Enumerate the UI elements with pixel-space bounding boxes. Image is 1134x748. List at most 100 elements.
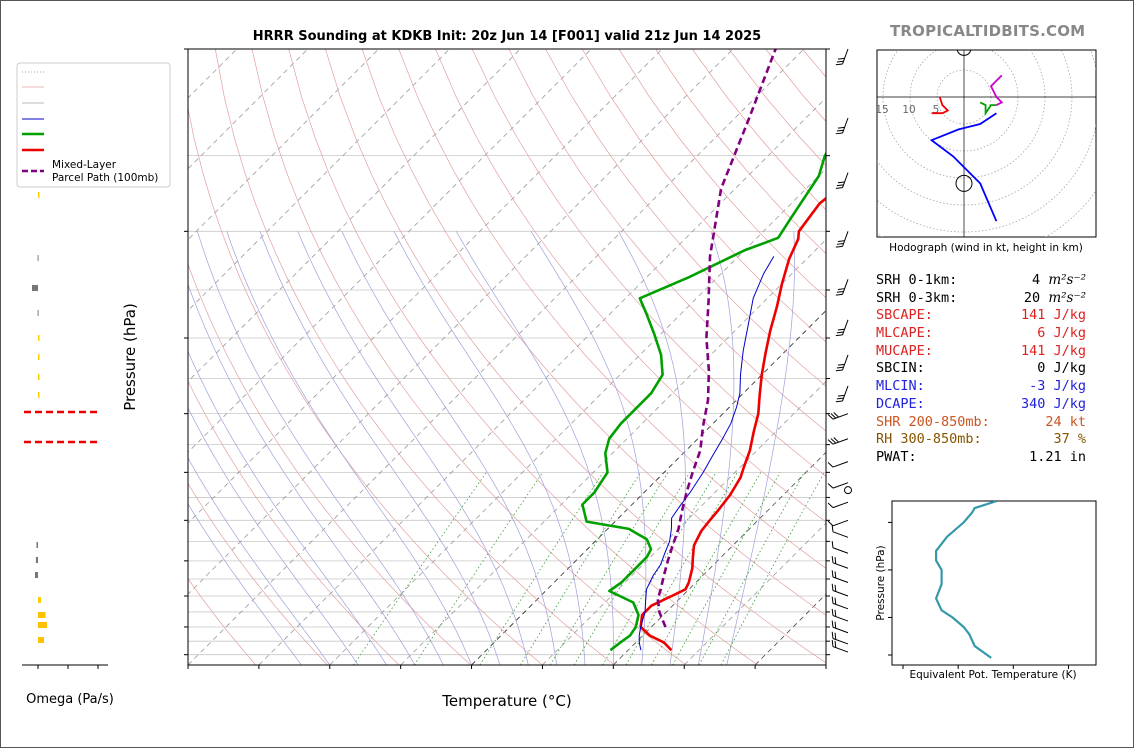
barb-flag	[836, 60, 844, 63]
pseudoadiabat	[188, 457, 331, 665]
skewt-background	[188, 49, 826, 665]
omega-bar	[37, 310, 39, 316]
dry-adiabat	[188, 578, 257, 665]
barb-flag	[827, 439, 834, 445]
barb-flag	[834, 557, 837, 564]
stat-value: -3 J/kg	[1029, 378, 1086, 395]
wind-barb	[827, 437, 849, 445]
wind-barb	[835, 231, 849, 248]
barb-flag	[827, 414, 834, 420]
stat-number: 20	[1023, 289, 1041, 306]
barb-flag	[834, 571, 837, 579]
barb-flag	[833, 437, 839, 443]
pseudoadiabat	[226, 231, 472, 665]
stat-unit: m²s⁻²	[1048, 289, 1086, 306]
barb-staff	[832, 590, 849, 597]
pseudoadiabat	[618, 231, 686, 665]
stat-label: SRH 0-3km:	[876, 289, 958, 306]
omega-xlabel: Omega (Pa/s)	[26, 692, 114, 707]
barb-staff	[842, 117, 849, 134]
legend-label: Parcel Path (100mb)	[52, 172, 158, 184]
theta-e-xlabel: Equivalent Pot. Temperature (K)	[909, 669, 1076, 681]
wind-barb	[831, 620, 849, 634]
wind-barb	[827, 461, 849, 468]
omega-bar	[32, 285, 38, 291]
wind-barbs	[827, 48, 852, 653]
isotherm	[188, 49, 734, 595]
omega-bar	[38, 392, 40, 398]
omega-bar	[36, 542, 38, 548]
stat-value: 340 J/kg	[1020, 395, 1086, 412]
mixing-ratio-line	[672, 472, 781, 665]
barb-flag	[837, 328, 845, 331]
wind-barb	[835, 319, 849, 337]
barb-flag	[830, 413, 837, 419]
wind-barb	[831, 570, 849, 583]
isotherm	[188, 49, 592, 453]
pseudoadiabat	[188, 407, 359, 665]
hodograph-trace	[931, 96, 950, 115]
barb-flag	[834, 609, 837, 617]
series-line-dewpoint	[581, 151, 826, 652]
barb-staff	[832, 615, 849, 622]
mixing-ratio-line	[720, 472, 825, 665]
barb-flag	[827, 502, 834, 509]
pseudoadiabat	[259, 231, 501, 665]
stat-label: SHR 200-850mb:	[876, 413, 990, 430]
barb-flag	[831, 608, 834, 616]
wind-barb	[835, 117, 849, 135]
skewt-profiles	[581, 49, 826, 652]
isotherm	[188, 49, 521, 383]
dry-adiabat	[325, 49, 826, 664]
barb-staff	[832, 562, 849, 569]
stat-label: SRH 0-1km:	[876, 272, 958, 288]
wind-barb	[835, 385, 849, 403]
mixing-ratio-line	[573, 472, 691, 665]
hodograph-trace	[979, 101, 997, 117]
mixing-ratio-line	[625, 472, 738, 665]
isotherm	[613, 451, 826, 665]
series-line-mixed-layer-parcel-path-mb-	[656, 49, 777, 628]
stat-row: MUCAPE: 141 J/kg	[876, 343, 1096, 361]
stat-unit: m²s⁻²	[1048, 272, 1086, 288]
isotherm	[683, 522, 826, 665]
wind-barb	[827, 519, 849, 527]
theta-e-panel	[888, 500, 1097, 669]
stat-label: DCAPE:	[876, 395, 925, 412]
barb-flag	[833, 412, 839, 418]
barb-flag	[835, 400, 843, 403]
stat-row: SRH 0-3km: 20 m²s⁻²	[876, 290, 1096, 308]
hodograph-panel: 5 10 15 20	[876, 49, 1097, 238]
barb-flag	[831, 596, 834, 604]
pseudoadiabat	[341, 231, 557, 665]
wind-barb	[831, 556, 849, 569]
barb-flag	[831, 620, 834, 628]
wind-barb	[831, 583, 849, 597]
barb-staff	[832, 531, 849, 538]
barb-staff	[832, 461, 849, 468]
series-line-wetbulb	[638, 256, 775, 651]
pseudoadiabat	[297, 231, 529, 665]
stat-value: 6 J/kg	[1037, 325, 1086, 342]
calm-circle	[844, 486, 852, 495]
series-line-temperature	[639, 196, 826, 652]
barb-flag	[834, 584, 837, 592]
omega-bar	[35, 572, 38, 578]
barb-flag	[834, 632, 837, 640]
omega-bar	[38, 597, 41, 603]
barb-flag	[831, 570, 834, 578]
stat-value: 20 m²s⁻²	[1024, 290, 1086, 306]
omega-bar	[35, 557, 38, 563]
barb-flag	[835, 63, 843, 66]
stat-value: 1.21 in	[1029, 448, 1086, 465]
pseudoadiabat	[188, 283, 416, 665]
barb-flag	[835, 132, 843, 135]
wind-barb	[831, 631, 849, 645]
dry-adiabat	[435, 49, 826, 523]
dry-adiabat	[188, 482, 328, 665]
barb-flag	[835, 293, 843, 296]
pseudoadiabat	[393, 231, 586, 665]
mixing-ratio-line	[698, 472, 805, 665]
